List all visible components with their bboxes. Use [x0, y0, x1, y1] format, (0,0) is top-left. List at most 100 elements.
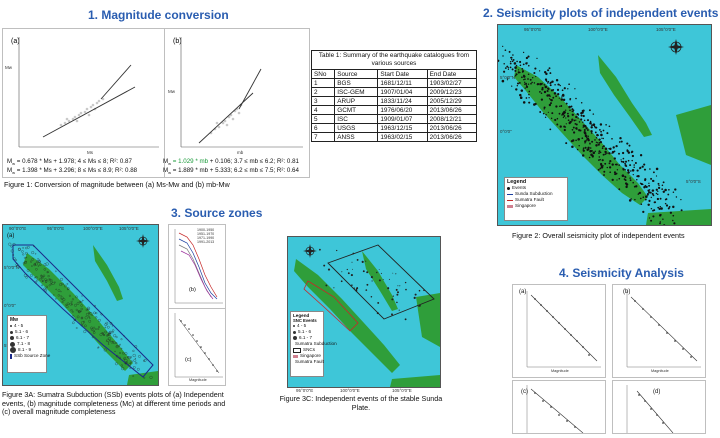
event-point — [583, 131, 586, 134]
event-point — [662, 190, 665, 193]
event-point — [525, 84, 528, 86]
event-point — [42, 274, 46, 277]
event-point — [86, 306, 91, 310]
event-point — [604, 162, 607, 165]
event-point — [71, 298, 74, 301]
event-point — [647, 189, 650, 192]
event-point — [582, 124, 586, 127]
event-point — [123, 335, 125, 337]
event-point — [561, 89, 564, 92]
legend-item: Singapore — [507, 203, 565, 209]
event-point — [558, 112, 561, 115]
event-point — [352, 252, 355, 255]
event-point — [576, 128, 578, 131]
event-point — [61, 298, 63, 300]
event-point — [525, 56, 529, 60]
event-point — [633, 166, 635, 169]
panel-b-xlabel: mb — [237, 150, 244, 155]
event-point — [135, 362, 138, 365]
event-point — [98, 318, 101, 322]
legend-item: Sunda Subduction — [507, 191, 565, 197]
event-point — [669, 206, 671, 208]
event-point — [582, 148, 585, 151]
fig3c-caption: Figure 3C: Independent events of the sta… — [279, 394, 443, 412]
event-point — [99, 333, 103, 337]
event-point — [565, 109, 567, 111]
event-point — [631, 154, 635, 158]
event-point — [527, 73, 530, 76]
event-point — [554, 118, 557, 122]
fig4-xlabel: Magnitude — [651, 369, 669, 373]
event-point — [31, 258, 34, 261]
event-point — [680, 209, 683, 212]
fig1-panel-b-plot: (b) — [173, 37, 303, 148]
event-point — [608, 125, 611, 128]
event-point — [109, 322, 113, 325]
event-point — [642, 210, 645, 214]
event-point — [589, 121, 592, 125]
event-point — [599, 129, 601, 131]
event-point — [524, 78, 526, 80]
legend-item: 5.1 - 6 — [293, 329, 321, 335]
event-point — [509, 60, 512, 63]
event-point — [601, 159, 604, 162]
event-point — [606, 152, 608, 154]
event-point — [516, 60, 518, 63]
event-point — [95, 316, 98, 319]
event-point — [112, 341, 116, 344]
event-point — [536, 82, 540, 86]
event-point — [648, 191, 651, 194]
event-point — [45, 291, 47, 293]
fig3c-plot-svg — [174, 313, 223, 378]
event-point — [66, 287, 70, 290]
event-point — [611, 137, 613, 140]
event-point — [586, 119, 590, 122]
event-point — [675, 196, 678, 198]
event-point — [562, 98, 566, 102]
event-point — [656, 197, 660, 201]
event-point — [572, 139, 575, 142]
event-point — [387, 287, 390, 290]
event-point — [120, 338, 123, 341]
event-point — [397, 291, 399, 294]
event-point — [91, 336, 94, 339]
event-point — [366, 271, 369, 274]
event-point — [606, 166, 608, 169]
event-point — [559, 125, 562, 128]
event-point — [549, 84, 552, 87]
event-point — [97, 328, 100, 330]
event-point — [594, 131, 597, 134]
event-point — [89, 317, 91, 319]
event-point — [71, 303, 73, 306]
event-point — [69, 302, 73, 306]
event-point — [508, 50, 511, 53]
north-arrow-icon — [303, 244, 317, 258]
section-title-seismicity-analysis: 4. Seismicity Analysis — [559, 266, 684, 280]
fig2-lon-label: 95°0'0"E — [524, 27, 542, 32]
event-point — [60, 291, 62, 293]
event-point — [59, 283, 62, 286]
event-point — [115, 345, 119, 349]
event-point — [527, 78, 529, 80]
event-point — [635, 185, 638, 188]
event-point — [547, 87, 550, 90]
fig4-panel-a-svg — [526, 291, 601, 368]
event-point — [608, 166, 612, 169]
event-point — [644, 184, 647, 187]
event-point — [582, 109, 585, 112]
event-point — [529, 78, 532, 81]
event-point — [618, 164, 621, 166]
event-point — [517, 71, 520, 74]
event-point — [603, 174, 605, 176]
event-point — [506, 79, 509, 81]
table1: Table 1: Summary of the earthquake catal… — [310, 50, 478, 142]
legend-item: 6.1 - 7 — [293, 335, 321, 341]
event-point — [55, 270, 57, 273]
event-point — [68, 294, 71, 297]
event-point — [568, 105, 571, 109]
event-point — [616, 179, 618, 181]
event-point — [629, 177, 631, 179]
event-point — [549, 72, 552, 75]
event-point — [547, 111, 550, 113]
event-point — [129, 367, 132, 369]
